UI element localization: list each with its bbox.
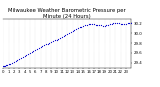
- Point: [73, 29, 76, 30]
- Point: [18, 59, 20, 60]
- Point: [112, 22, 115, 24]
- Point: [87, 23, 90, 25]
- Point: [37, 47, 40, 49]
- Point: [107, 24, 109, 25]
- Point: [14, 61, 17, 62]
- Point: [62, 35, 65, 36]
- Point: [119, 23, 122, 24]
- Point: [66, 33, 68, 34]
- Point: [116, 22, 118, 23]
- Point: [45, 44, 47, 45]
- Point: [123, 23, 125, 25]
- Point: [9, 63, 12, 65]
- Point: [100, 24, 102, 26]
- Point: [48, 42, 51, 44]
- Point: [7, 64, 10, 65]
- Point: [82, 25, 84, 26]
- Point: [85, 24, 88, 25]
- Point: [105, 24, 108, 26]
- Point: [94, 24, 97, 25]
- Point: [128, 22, 131, 23]
- Point: [130, 22, 132, 24]
- Point: [30, 51, 33, 53]
- Point: [71, 30, 74, 31]
- Point: [13, 62, 15, 63]
- Point: [50, 41, 52, 43]
- Point: [5, 65, 7, 66]
- Point: [75, 28, 77, 30]
- Point: [121, 23, 124, 25]
- Point: [89, 23, 92, 25]
- Point: [59, 37, 61, 38]
- Point: [46, 43, 49, 45]
- Point: [109, 23, 111, 25]
- Point: [57, 38, 60, 39]
- Point: [16, 60, 19, 61]
- Point: [61, 36, 63, 37]
- Point: [32, 50, 35, 52]
- Point: [84, 24, 86, 26]
- Point: [77, 27, 79, 29]
- Point: [78, 26, 81, 28]
- Point: [21, 57, 24, 58]
- Point: [23, 56, 26, 57]
- Point: [91, 23, 93, 25]
- Point: [69, 31, 72, 32]
- Point: [25, 54, 28, 56]
- Point: [125, 23, 127, 24]
- Point: [2, 66, 4, 67]
- Point: [103, 25, 106, 26]
- Point: [39, 46, 42, 48]
- Point: [96, 24, 99, 25]
- Point: [126, 22, 129, 24]
- Point: [68, 32, 70, 33]
- Point: [110, 23, 113, 24]
- Point: [3, 66, 5, 67]
- Point: [41, 46, 44, 47]
- Point: [55, 39, 58, 40]
- Point: [117, 22, 120, 24]
- Point: [43, 45, 45, 46]
- Point: [98, 24, 100, 26]
- Point: [53, 39, 56, 41]
- Point: [4, 65, 6, 67]
- Point: [11, 63, 13, 64]
- Point: [80, 26, 83, 27]
- Point: [29, 52, 31, 54]
- Point: [52, 40, 54, 42]
- Point: [5, 65, 8, 66]
- Point: [27, 53, 29, 55]
- Point: [36, 48, 38, 50]
- Point: [101, 25, 104, 26]
- Point: [64, 34, 67, 35]
- Point: [20, 58, 22, 59]
- Title: Milwaukee Weather Barometric Pressure per Minute (24 Hours): Milwaukee Weather Barometric Pressure pe…: [8, 8, 126, 19]
- Point: [93, 23, 95, 25]
- Point: [34, 49, 36, 51]
- Point: [114, 22, 116, 23]
